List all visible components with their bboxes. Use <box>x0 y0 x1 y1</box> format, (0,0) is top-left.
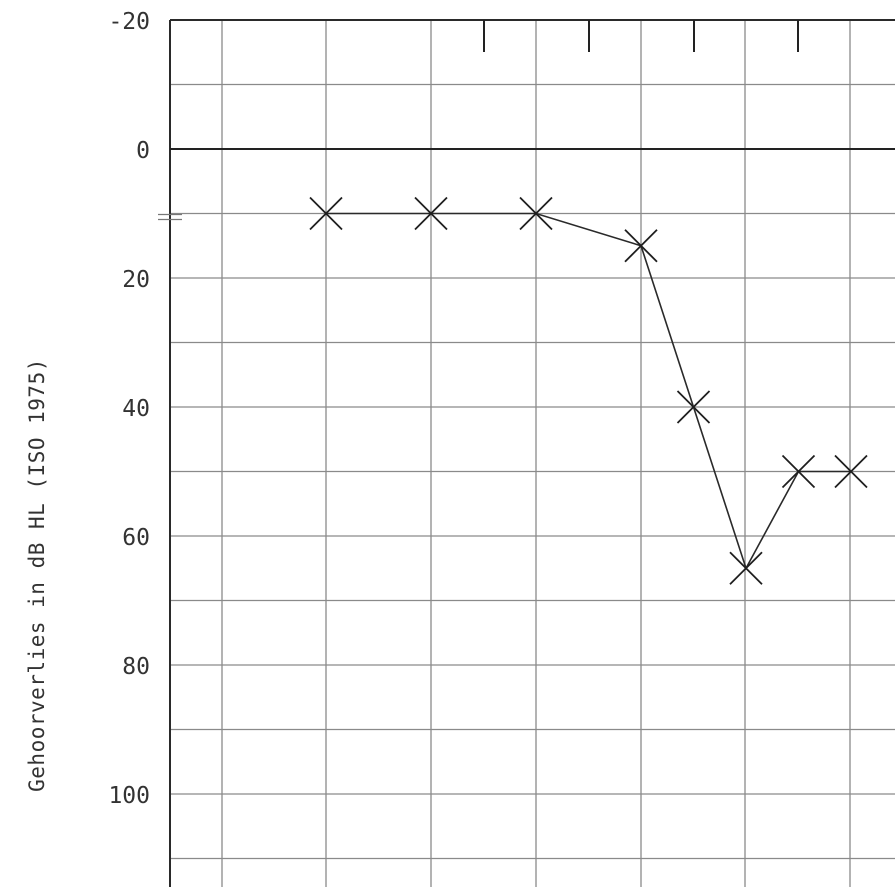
y-tick-label: 40 <box>122 396 150 422</box>
data-point-x-marker <box>414 196 448 231</box>
y-tick-label: 80 <box>122 654 150 680</box>
data-point-x-marker <box>834 454 868 489</box>
data-point-x-marker <box>309 196 343 231</box>
data-point-x-marker <box>624 229 658 263</box>
plot-frame <box>158 19 895 887</box>
y-tick-label: 100 <box>108 783 150 809</box>
series-line <box>326 212 851 571</box>
y-tick-label: -20 <box>108 9 150 35</box>
data-point-x-marker <box>676 390 711 424</box>
y-axis-label: Gehoorverlies in dB HL (ISO 1975) <box>25 358 49 792</box>
y-tick-label: 60 <box>122 525 150 551</box>
data-point-x-marker <box>781 454 816 489</box>
data-point-x-marker <box>519 196 553 231</box>
y-tick-label: 0 <box>136 138 150 164</box>
grid <box>170 20 895 887</box>
data-point-x-marker <box>729 551 763 585</box>
series <box>309 196 868 585</box>
y-tick-label: 20 <box>122 267 150 293</box>
y-tick-labels: -20 0 20 40 60 80 100 <box>108 9 150 809</box>
